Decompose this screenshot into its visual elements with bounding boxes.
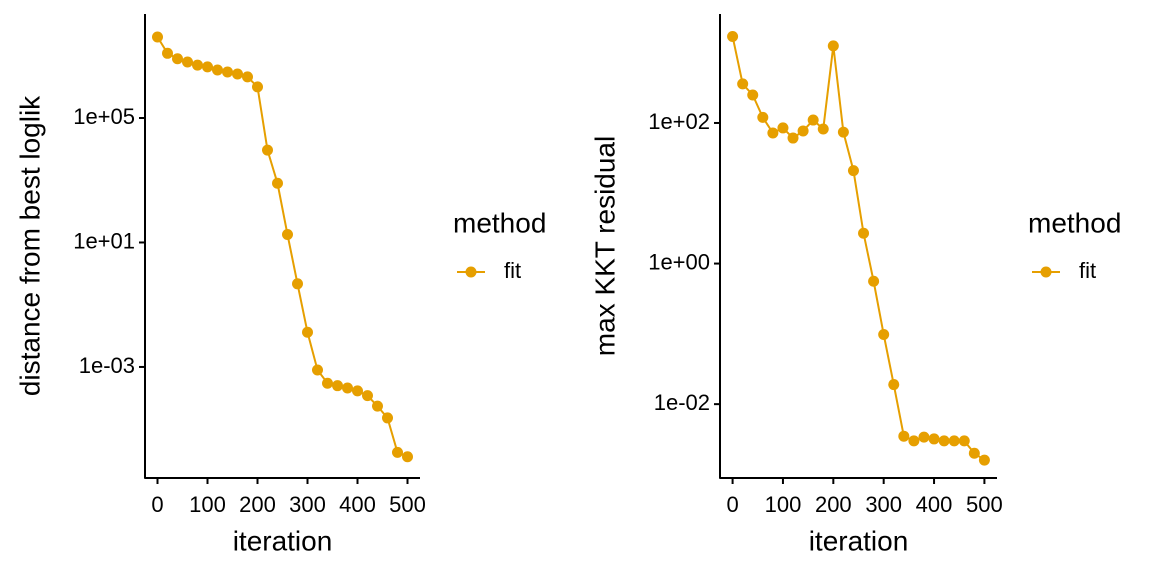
point <box>888 379 900 391</box>
legend-label: fit <box>504 258 521 283</box>
point <box>747 89 759 101</box>
point <box>392 446 403 458</box>
point <box>968 447 980 459</box>
x-tick-label: 100 <box>765 492 802 517</box>
y-tick-label: 1e+02 <box>648 109 710 134</box>
point <box>858 227 870 239</box>
point <box>807 114 819 126</box>
y-tick-label: 1e+00 <box>648 249 710 274</box>
point <box>898 430 910 442</box>
point <box>292 278 303 290</box>
point <box>262 144 273 156</box>
y-axis-title: distance from best loglik <box>14 95 45 396</box>
legend-title: method <box>453 207 546 238</box>
point <box>938 435 950 447</box>
x-tick-label: 0 <box>726 492 738 517</box>
y-tick-label: 1e-02 <box>654 390 710 415</box>
legend-title: method <box>1028 207 1121 238</box>
point <box>878 328 890 340</box>
point <box>827 40 839 52</box>
point <box>382 412 393 424</box>
point <box>192 59 203 71</box>
y-tick-label: 1e+01 <box>73 228 135 253</box>
y-tick-label: 1e+05 <box>73 104 135 129</box>
y-tick-label: 1e-03 <box>79 353 135 378</box>
point <box>847 165 859 177</box>
legend-label: fit <box>1079 258 1096 283</box>
legend-key-point <box>1040 266 1052 278</box>
point <box>777 122 789 134</box>
x-tick-label: 500 <box>966 492 1003 517</box>
legend-key-point <box>465 266 477 278</box>
x-tick-label: 200 <box>815 492 852 517</box>
point <box>332 380 343 392</box>
point <box>272 177 283 189</box>
point <box>352 385 363 397</box>
point <box>172 53 183 65</box>
point <box>737 78 749 90</box>
point <box>757 111 769 123</box>
point <box>402 451 413 463</box>
point <box>232 68 243 80</box>
point <box>322 377 333 389</box>
point <box>252 81 263 93</box>
point <box>868 275 880 287</box>
point <box>918 431 930 443</box>
x-tick-label: 200 <box>239 492 276 517</box>
y-axis-title: max KKT residual <box>589 136 620 356</box>
x-tick-label: 400 <box>916 492 953 517</box>
point <box>152 31 163 43</box>
point <box>817 123 829 135</box>
x-tick-label: 300 <box>865 492 902 517</box>
point <box>837 126 849 138</box>
x-tick-label: 300 <box>289 492 326 517</box>
point <box>908 435 920 447</box>
point <box>797 125 809 137</box>
point <box>372 400 383 412</box>
point <box>958 435 970 447</box>
x-tick-label: 0 <box>151 492 163 517</box>
x-tick-label: 500 <box>389 492 426 517</box>
x-tick-label: 400 <box>339 492 376 517</box>
point <box>282 229 293 241</box>
series-line <box>731 36 985 461</box>
point <box>787 132 799 144</box>
point <box>302 326 313 338</box>
point <box>182 56 193 68</box>
point <box>767 127 779 139</box>
point <box>222 66 233 78</box>
x-tick-label: 100 <box>189 492 226 517</box>
point <box>202 61 213 73</box>
point <box>727 30 739 42</box>
point <box>312 364 323 376</box>
point <box>928 433 940 445</box>
point <box>362 390 373 402</box>
point <box>162 47 173 59</box>
point <box>212 64 223 76</box>
x-axis-title: iteration <box>233 525 333 556</box>
point <box>342 382 353 394</box>
point <box>978 454 990 466</box>
x-axis-title: iteration <box>809 525 909 556</box>
point <box>242 71 253 83</box>
point <box>948 435 960 447</box>
